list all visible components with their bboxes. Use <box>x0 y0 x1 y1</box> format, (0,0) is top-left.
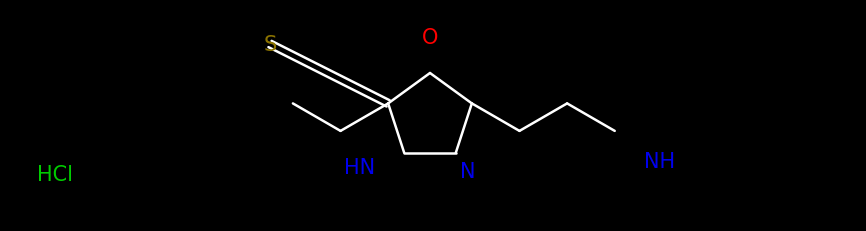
Text: HN: HN <box>345 157 376 177</box>
Text: O: O <box>422 28 438 48</box>
Text: NH: NH <box>644 151 675 171</box>
Text: HCl: HCl <box>37 164 73 184</box>
Text: S: S <box>263 35 276 55</box>
Text: N: N <box>460 161 475 181</box>
